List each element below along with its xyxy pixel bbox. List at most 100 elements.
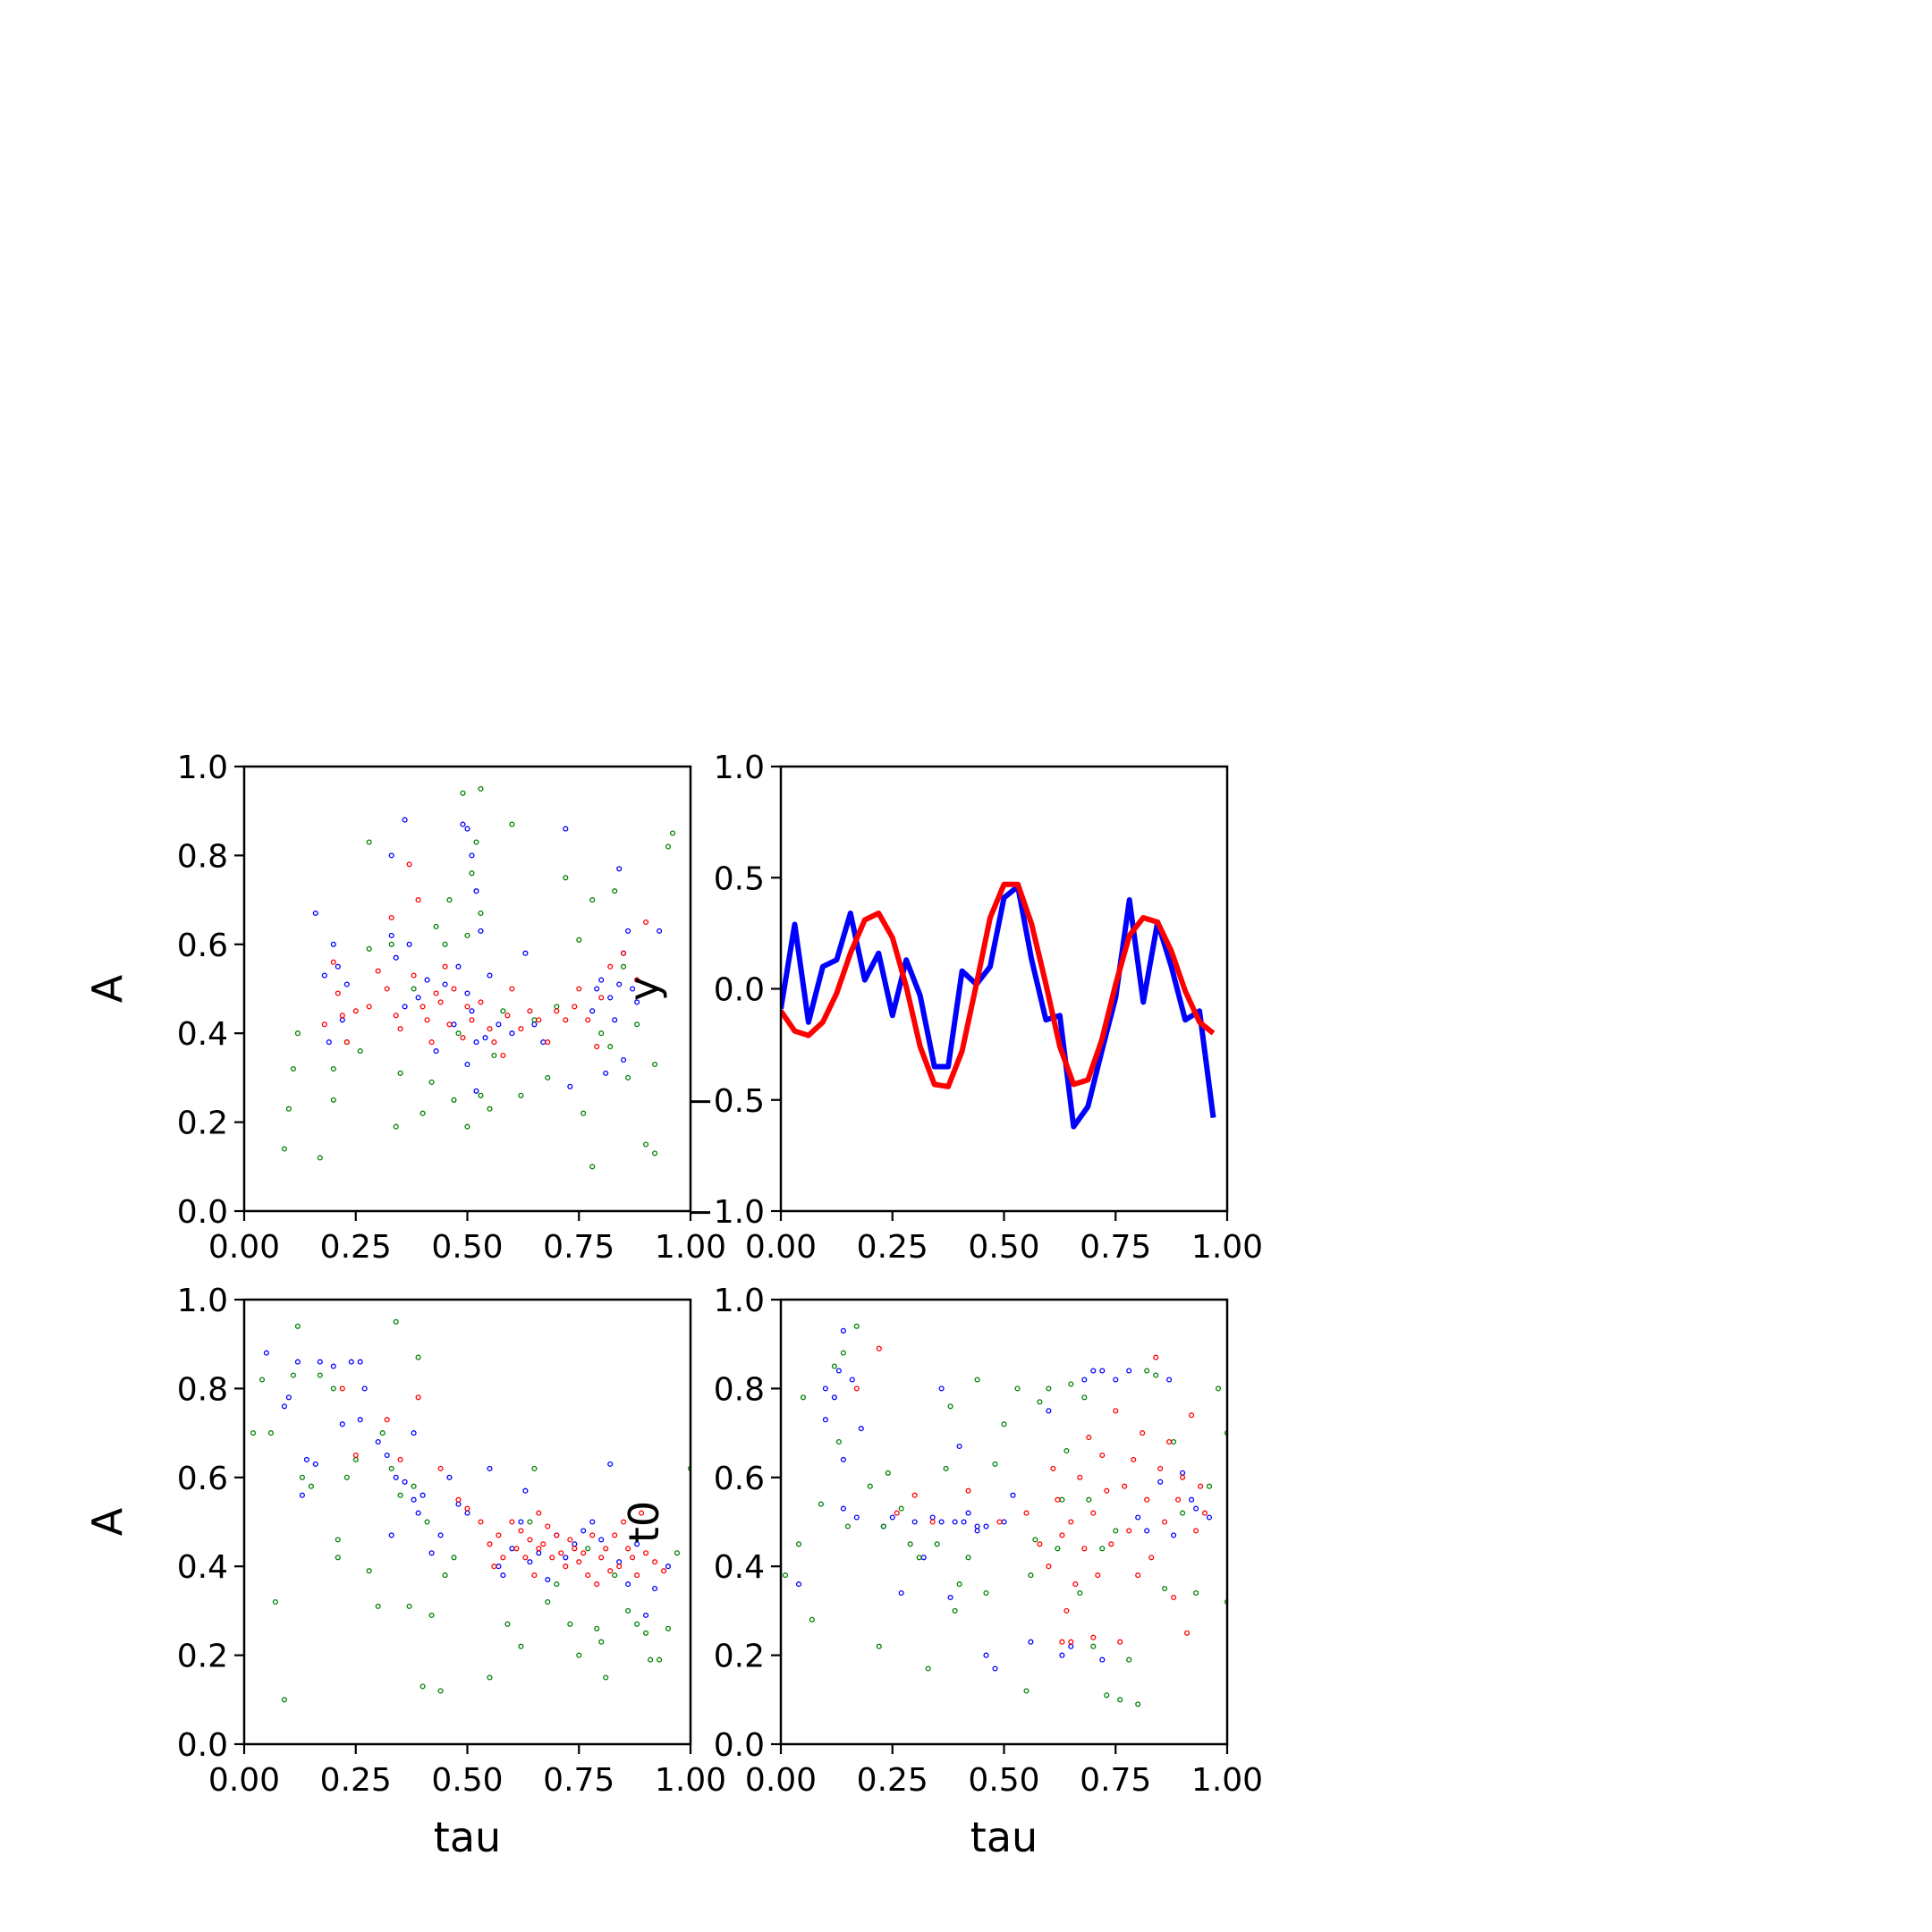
y-tick-label: −1.0 xyxy=(687,1194,765,1231)
scatter-point xyxy=(853,1385,860,1392)
scatter-point xyxy=(554,1532,560,1538)
scatter-point xyxy=(388,932,394,938)
scatter-point xyxy=(455,1030,462,1037)
y-tick-label: 0.0 xyxy=(177,1194,228,1231)
scatter-point xyxy=(625,1607,631,1614)
scatter-point xyxy=(397,1492,403,1498)
scatter-point xyxy=(1113,1377,1119,1383)
scatter-point xyxy=(312,910,318,917)
y-tick-label: 1.0 xyxy=(177,750,228,786)
scatter-point xyxy=(580,1528,587,1534)
scatter-point xyxy=(598,995,605,1001)
scatter-series-0 xyxy=(795,1327,1213,1672)
x-tick-label: 0.25 xyxy=(857,1229,928,1266)
scatter-point xyxy=(652,1559,658,1565)
scatter-point xyxy=(411,972,417,979)
scatter-point xyxy=(1059,1532,1065,1538)
scatter-point xyxy=(625,928,631,934)
scatter-point xyxy=(858,1426,864,1432)
scatter-point xyxy=(835,1368,842,1374)
scatter-point xyxy=(1144,1368,1150,1374)
y-axis-label: t0 xyxy=(620,1501,668,1543)
scatter-point xyxy=(1063,1607,1070,1614)
scatter-point xyxy=(563,826,569,832)
scatter-point xyxy=(665,1563,672,1570)
x-tick-label: 0.75 xyxy=(1080,1762,1151,1799)
scatter-point xyxy=(500,1008,506,1014)
scatter-point xyxy=(536,1510,542,1516)
subplot-grid: 0.00 0.25 0.50 0.75 1.000.00.20.40.60.81.0A0… xyxy=(83,750,1263,1861)
scatter-point xyxy=(1001,1421,1007,1428)
scatter-point xyxy=(487,972,493,979)
scatter-point xyxy=(379,1430,386,1436)
y-tick-label: 1.0 xyxy=(177,1283,228,1319)
y-tick-label: 0.4 xyxy=(714,1549,765,1586)
scatter-point xyxy=(1180,1474,1186,1480)
scatter-point xyxy=(669,830,676,836)
scatter-point xyxy=(285,1106,292,1112)
scatter-point xyxy=(500,1555,506,1561)
scatter-point xyxy=(330,1363,336,1369)
scatter-point xyxy=(867,1483,873,1489)
scatter-point xyxy=(567,1621,573,1627)
scatter-point xyxy=(384,1452,390,1459)
scatter-point xyxy=(598,977,605,983)
scatter-point xyxy=(652,1061,658,1068)
y-tick-label: 0.2 xyxy=(177,1639,228,1675)
scatter-point xyxy=(598,1030,605,1037)
scatter-point xyxy=(616,981,623,987)
scatter-point xyxy=(630,986,636,992)
scatter-point xyxy=(898,1505,904,1512)
scatter-point xyxy=(965,1510,971,1516)
scatter-point xyxy=(384,986,390,992)
scatter-point xyxy=(299,1474,305,1480)
scatter-point xyxy=(943,1465,949,1471)
scatter-point xyxy=(428,1550,435,1556)
scatter-point xyxy=(1086,1496,1092,1503)
scatter-point xyxy=(665,1625,672,1631)
scatter-point xyxy=(634,1541,640,1547)
scatter-point xyxy=(822,1385,828,1392)
scatter-point xyxy=(411,986,417,992)
scatter-point xyxy=(415,1354,421,1360)
scatter-point xyxy=(411,1483,417,1489)
y-tick-label: 0.4 xyxy=(177,1016,228,1053)
scatter-point xyxy=(885,1470,891,1476)
scatter-point xyxy=(589,1532,596,1538)
scatter-point xyxy=(938,1385,945,1392)
scatter-point xyxy=(473,839,479,845)
scatter-point xyxy=(853,1514,860,1521)
scatter-point xyxy=(1184,1630,1191,1636)
scatter-point xyxy=(554,1008,560,1014)
scatter-point xyxy=(437,999,444,1005)
scatter-point xyxy=(818,1501,824,1507)
scatter-point xyxy=(594,1625,600,1631)
scatter-point xyxy=(612,1532,618,1538)
scatter-point xyxy=(947,1403,953,1410)
y-tick-label: 0.8 xyxy=(177,1371,228,1408)
scatter-point xyxy=(482,1035,488,1041)
scatter-point xyxy=(1193,1528,1199,1534)
scatter-point xyxy=(1189,1412,1195,1419)
scatter-point xyxy=(598,1537,605,1543)
scatter-point xyxy=(594,1581,600,1588)
scatter-point xyxy=(634,1621,640,1627)
scatter-point xyxy=(335,1555,341,1561)
scatter-point xyxy=(572,1004,578,1010)
scatter-point xyxy=(956,1581,962,1588)
x-tick-label: 0.00 xyxy=(208,1762,280,1799)
scatter-point xyxy=(375,968,381,974)
scatter-point xyxy=(607,1461,614,1467)
scatter-point xyxy=(965,1487,971,1494)
scatter-point xyxy=(1135,1701,1141,1707)
scatter-point xyxy=(822,1417,828,1423)
scatter-point xyxy=(402,1004,408,1010)
scatter-point xyxy=(1144,1496,1150,1503)
scatter-point xyxy=(428,1079,435,1085)
scatter-series-1 xyxy=(281,785,676,1170)
scatter-point xyxy=(1117,1639,1123,1645)
scatter-point xyxy=(415,1394,421,1401)
scatter-point xyxy=(451,986,457,992)
scatter-point xyxy=(1090,1643,1097,1649)
scatter-point xyxy=(589,897,596,903)
